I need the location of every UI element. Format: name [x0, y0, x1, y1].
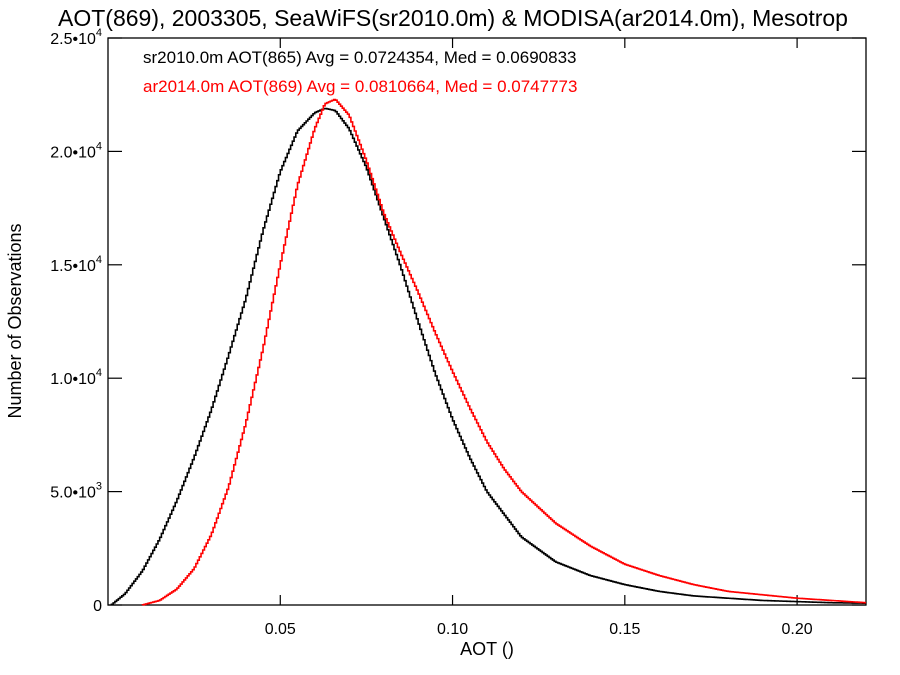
series-line-0	[110, 107, 866, 606]
y-tick-label-4: 2.0•104	[50, 140, 102, 161]
histogram-series	[110, 98, 866, 606]
series-line-1	[141, 98, 866, 606]
chart-title: AOT(869), 2003305, SeaWiFS(sr2010.0m) & …	[58, 5, 848, 31]
y-tick-label-0: 0	[93, 598, 102, 615]
legend-entry-sr2010: sr2010.0m AOT(865) Avg = 0.0724354, Med …	[143, 48, 577, 67]
x-tick-label-2: 0.15	[609, 621, 640, 638]
x-axis-label: AOT ()	[460, 639, 514, 659]
legend-entry-ar2014: ar2014.0m AOT(869) Avg = 0.0810664, Med …	[143, 77, 577, 96]
y-tick-label-2: 1.0•104	[50, 367, 102, 388]
y-axis-label: Number of Observations	[5, 223, 25, 418]
y-axis-ticks: 0 5.0•103 1.0•104 1.5•104 2.0•104 2.5•104	[50, 27, 866, 615]
x-tick-label-3: 0.20	[782, 621, 813, 638]
y-tick-label-1: 5.0•103	[50, 481, 102, 502]
plot-frame	[107, 37, 867, 606]
y-tick-label-3: 1.5•104	[50, 254, 102, 275]
y-tick-label-5: 2.5•104	[50, 27, 102, 48]
x-tick-label-1: 0.10	[437, 621, 468, 638]
x-axis-ticks: 0.05 0.10 0.15 0.20	[265, 38, 813, 638]
x-tick-label-0: 0.05	[265, 621, 296, 638]
